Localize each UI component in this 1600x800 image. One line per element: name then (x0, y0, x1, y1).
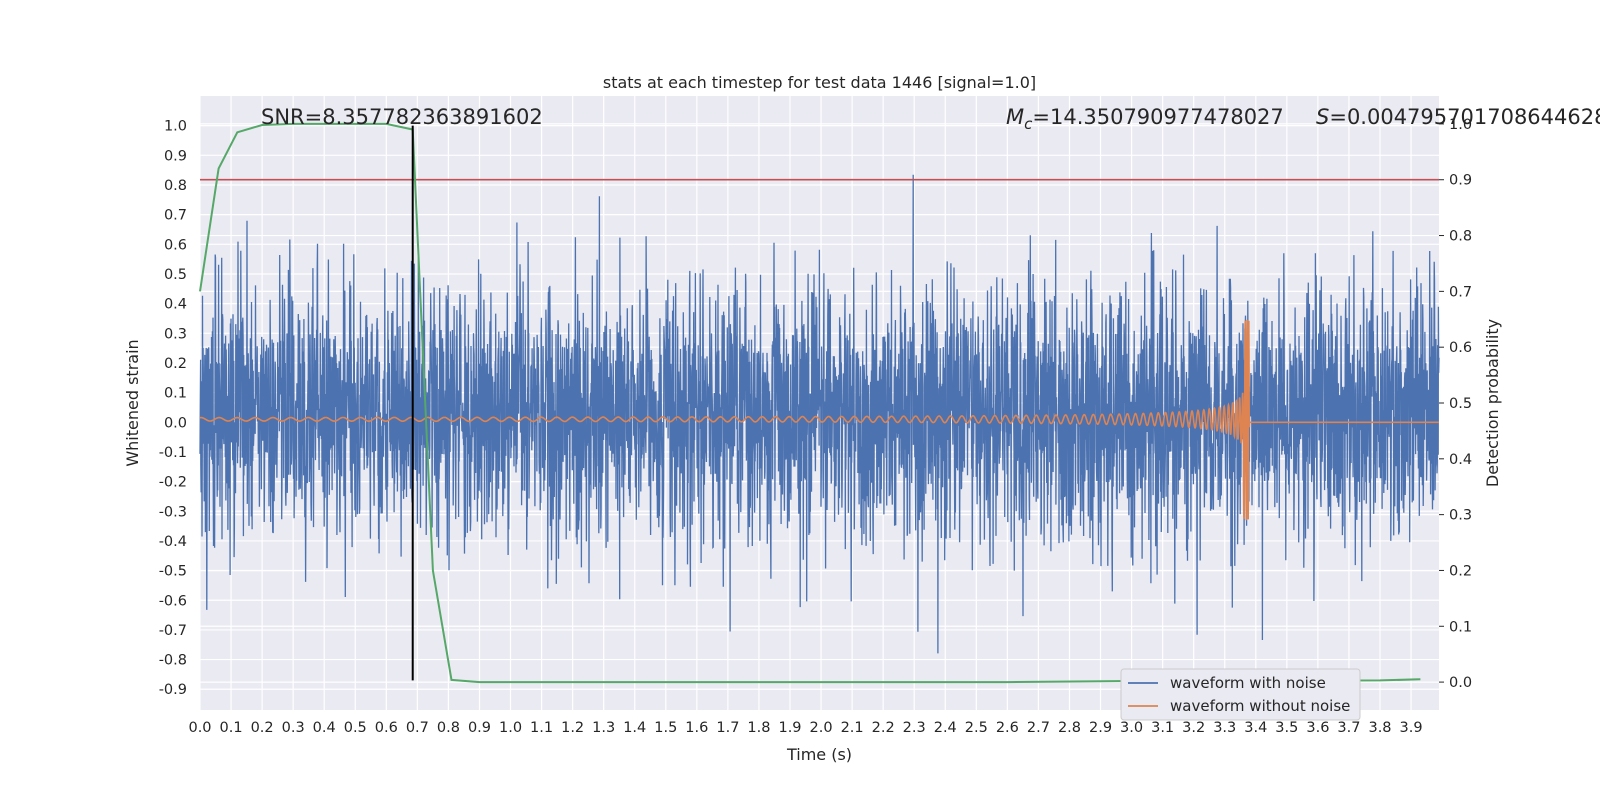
x-tick-label: 1.2 (561, 720, 584, 736)
chirp-mass-subscript: c (1024, 115, 1033, 133)
x-tick-label: 3.4 (1244, 720, 1267, 736)
right-y-tick-label: 0.6 (1449, 340, 1472, 356)
x-tick-label: 3.1 (1151, 720, 1174, 736)
series-noisy-waveform (199, 174, 1440, 654)
right-y-tick-label: 0.4 (1449, 452, 1472, 468)
right-y-tick-label: 0.8 (1449, 229, 1472, 245)
x-tick-label: 1.1 (530, 720, 553, 736)
chirp-mass-value: =14.350790977478027 (1032, 105, 1283, 129)
y-tick-label: -0.7 (159, 623, 187, 639)
s-annotation: S=0.0047957017086446285 (1316, 105, 1600, 129)
x-tick-label: 2.3 (903, 720, 926, 736)
legend: waveform with noise waveform without noi… (1120, 668, 1361, 721)
legend-box (1120, 668, 1361, 721)
x-tick-label: 3.3 (1213, 720, 1236, 736)
legend-label-noise: waveform with noise (1170, 674, 1326, 692)
x-tick-label: 2.6 (996, 720, 1019, 736)
y-tick-label: 0.2 (164, 356, 187, 372)
y-tick-label: 0.4 (164, 297, 187, 313)
y-tick-label: 0.8 (164, 178, 187, 194)
x-tick-label: 2.2 (872, 720, 895, 736)
y-tick-label: -0.8 (159, 653, 187, 669)
x-tick-label: 1.3 (592, 720, 615, 736)
y-tick-label: -0.4 (159, 534, 187, 550)
x-tick-label: 0.9 (468, 720, 491, 736)
x-tick-label: 0.5 (344, 720, 367, 736)
snr-annotation: SNR=8.357782363891602 (261, 105, 543, 129)
grid-lines (199, 96, 1439, 710)
right-y-tick-label: 0.5 (1449, 396, 1472, 412)
y-tick-label: 0.9 (164, 148, 187, 164)
y-tick-label: 0.7 (164, 208, 187, 224)
x-tick-label: 2.1 (841, 720, 864, 736)
right-y-tick-label: 0.1 (1449, 619, 1472, 635)
y-tick-label: 1.0 (164, 119, 187, 135)
y-tick-label: 0.5 (164, 267, 187, 283)
right-y-tick-label: 0.3 (1449, 508, 1472, 524)
y-tick-label: -0.9 (159, 682, 187, 698)
chart-title: stats at each timestep for test data 144… (603, 73, 1036, 92)
x-tick-label: 1.6 (685, 720, 708, 736)
y-tick-label: -0.5 (159, 564, 187, 580)
x-tick-label: 0.2 (251, 720, 274, 736)
x-tick-label: 2.9 (1089, 720, 1112, 736)
x-tick-label: 3.6 (1306, 720, 1329, 736)
y-tick-label: -0.3 (159, 504, 187, 520)
series-clean-waveform (200, 319, 1439, 521)
right-y-tick-label: 1.0 (1449, 117, 1472, 133)
x-tick-label: 0.6 (375, 720, 398, 736)
x-tick-label: 2.0 (810, 720, 833, 736)
tick-labels: 0.0 0.1 0.2 0.3 0.4 0.5 0.6 0.7 0.8 0.9 1.0 1.1 1.2 1… (159, 117, 1472, 736)
y-tick-label: 0.1 (164, 386, 187, 402)
x-tick-label: 3.5 (1275, 720, 1298, 736)
x-tick-label: 2.8 (1058, 720, 1081, 736)
y-axis-label-right: Detection probability (1483, 319, 1502, 487)
y-tick-label: 0.0 (164, 415, 187, 431)
right-y-tick-label: 0.2 (1449, 563, 1472, 579)
x-tick-label: 0.7 (406, 720, 429, 736)
right-y-tick-label: 0.9 (1449, 173, 1472, 189)
x-tick-label: 0.3 (282, 720, 305, 736)
x-tick-label: 1.5 (654, 720, 677, 736)
chirp-mass-annotation: Mc=14.350790977478027 (1006, 105, 1284, 133)
x-tick-label: 1.8 (747, 720, 770, 736)
x-tick-label: 2.5 (965, 720, 988, 736)
chirp-mass-symbol: M (1006, 105, 1024, 129)
x-tick-label: 1.0 (499, 720, 522, 736)
legend-label-clean: waveform without noise (1170, 697, 1350, 715)
x-axis-label: Time (s) (786, 745, 852, 764)
x-tick-label: 2.7 (1027, 720, 1050, 736)
x-tick-label: 0.8 (437, 720, 460, 736)
y-tick-label: -0.1 (159, 445, 187, 461)
y-tick-label: 0.3 (164, 326, 187, 342)
x-tick-label: 3.9 (1400, 720, 1423, 736)
s-symbol: S (1316, 105, 1329, 129)
y-tick-label: -0.6 (159, 593, 187, 609)
x-tick-label: 2.4 (934, 720, 957, 736)
x-tick-label: 3.0 (1120, 720, 1143, 736)
x-tick-label: 0.0 (188, 720, 211, 736)
y-tick-label: -0.2 (159, 475, 187, 491)
y-axis-label: Whitened strain (123, 339, 142, 466)
x-tick-label: 3.7 (1337, 720, 1360, 736)
x-tick-label: 0.1 (220, 720, 243, 736)
s-value: =0.0047957017086446285 (1329, 105, 1600, 129)
x-tick-label: 3.2 (1182, 720, 1205, 736)
x-tick-label: 0.4 (313, 720, 336, 736)
y-tick-label: 0.6 (164, 237, 187, 253)
x-tick-label: 1.4 (623, 720, 646, 736)
x-tick-label: 1.7 (716, 720, 739, 736)
x-tick-label: 1.9 (778, 720, 801, 736)
x-tick-label: 3.8 (1368, 720, 1391, 736)
right-y-tick-label: 0.0 (1449, 675, 1472, 691)
right-y-tick-label: 0.7 (1449, 284, 1472, 300)
